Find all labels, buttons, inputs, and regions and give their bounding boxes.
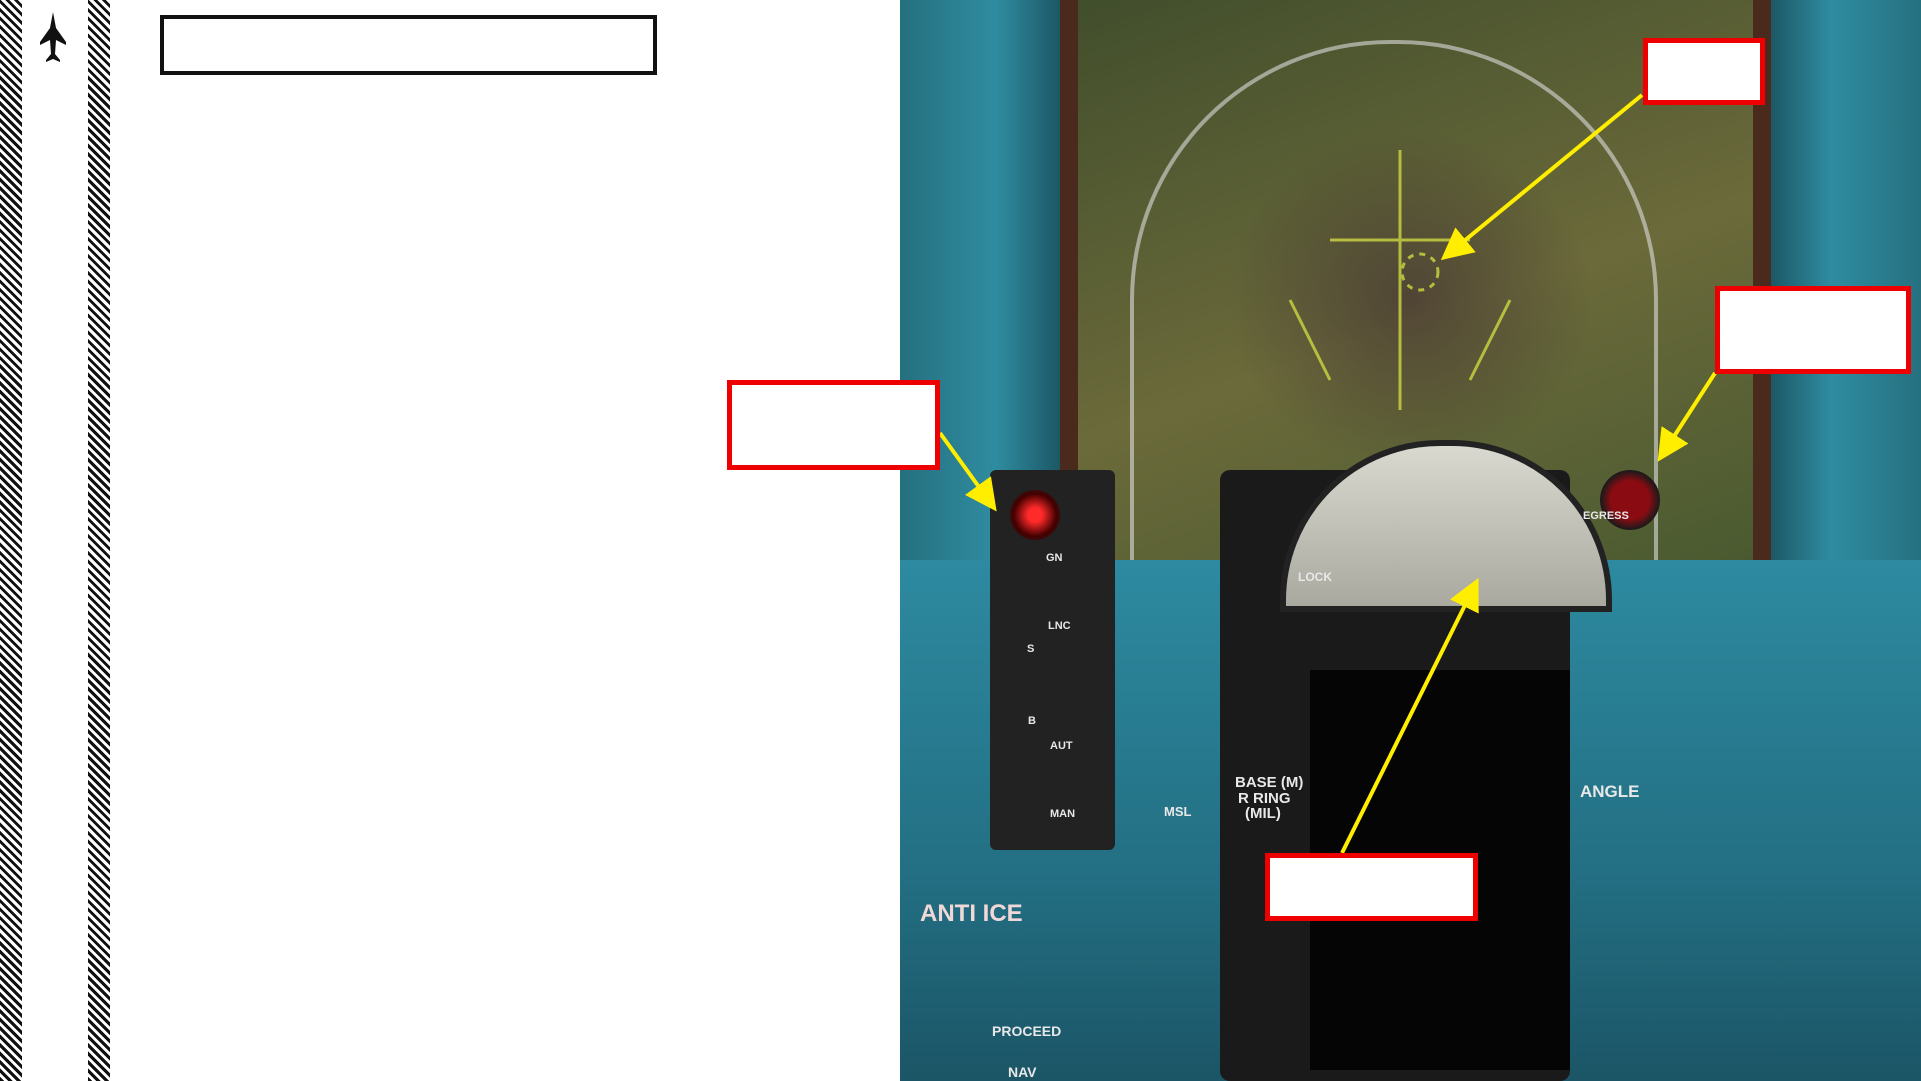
base-label: BASE (M) [1235,774,1304,791]
lock-label: LOCK [1298,570,1332,584]
anti-ice-label: ANTI ICE [920,900,1023,927]
angle-label: ANGLE [1580,782,1640,801]
left-lamp-callout [727,380,940,470]
gunsight-glass [1130,40,1658,564]
gn-label: GN [1046,552,1063,564]
msl-label: MSL [1164,804,1192,819]
aut-label: AUT [1050,740,1073,752]
gunsight-reticle-icon [1288,150,1512,410]
page-title-box [160,15,657,75]
s-label: S [1027,643,1035,655]
mil-label: (MIL) [1245,805,1281,822]
b-label: B [1028,715,1036,727]
egress-label: EGRESS [1583,510,1629,522]
egress-lamp-icon [1600,470,1660,530]
proceed-label: PROCEED [992,1023,1062,1039]
canopy-frame-right [1753,0,1921,560]
left-rail [22,0,88,1081]
reticle-callout [1643,38,1765,105]
fighter-jet-icon [40,12,66,62]
left-rail-stripe [0,0,22,1081]
r-ring-label: R RING [1238,790,1291,807]
lnc-label: LNC [1048,620,1071,632]
cockpit-screenshot: BASE (M) R RING (MIL) ANGLE LOCK EGRESS … [900,0,1921,1081]
gauge-callout [1265,853,1478,921]
left-rail-stripe-2 [88,0,110,1081]
launch-control-box [990,470,1115,850]
man-label: MAN [1050,808,1076,820]
lamp-callout [1715,286,1911,374]
nav-label: NAV [1008,1064,1037,1080]
launch-lamp-icon [1010,490,1060,540]
